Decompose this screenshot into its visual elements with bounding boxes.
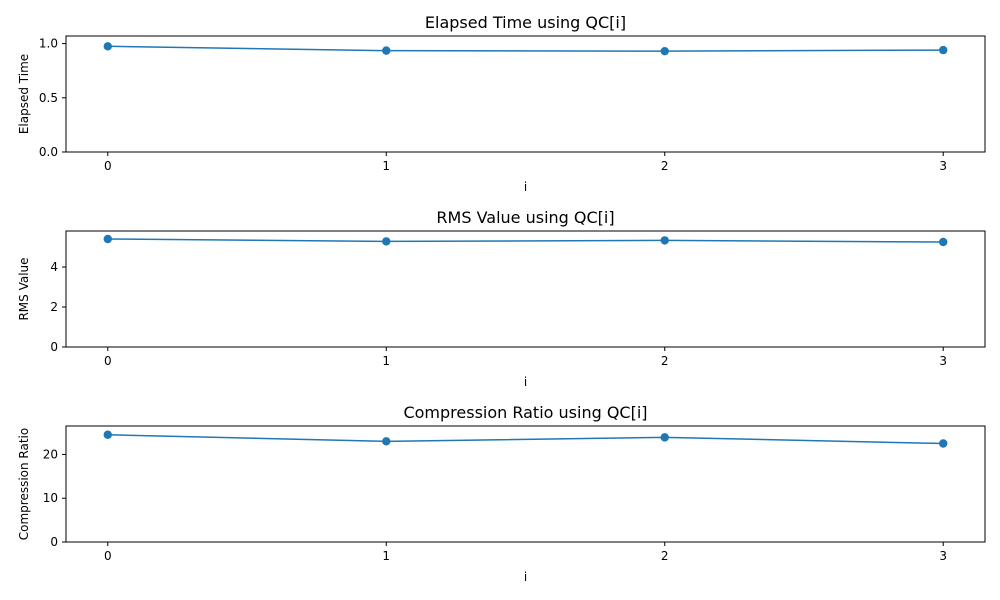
series-line (107, 238, 944, 243)
data-point (660, 236, 669, 245)
x-tick-label: 1 (382, 159, 390, 173)
y-tick-label: 20 (43, 447, 58, 461)
x-tick-label: 1 (382, 354, 390, 368)
chart-title: Compression Ratio using QC[i] (403, 403, 647, 422)
subplot-1: Elapsed Time using QC[i] 0 1 2 3 0.0 0.5 1.0 i El… (17, 13, 986, 194)
y-axis-label: Compression Ratio (17, 428, 31, 541)
data-point (939, 45, 948, 55)
x-tick-label: 0 (104, 159, 112, 173)
x-tick-label: 3 (939, 159, 947, 173)
chart-title: RMS Value using QC[i] (436, 208, 614, 227)
x-tick-label: 2 (661, 159, 669, 173)
y-tick-label: 2 (50, 300, 58, 314)
y-tick-label: 4 (50, 260, 58, 274)
x-axis-label: i (524, 570, 527, 584)
data-point (382, 46, 391, 55)
x-tick-label: 0 (104, 354, 112, 368)
plot-frame (65, 230, 986, 348)
plot-frame (65, 35, 986, 153)
y-tick-label: 0.0 (39, 145, 58, 159)
data-point (660, 46, 669, 56)
y-axis-label: RMS Value (17, 257, 31, 320)
data-point (939, 237, 948, 247)
chart-title: Elapsed Time using QC[i] (425, 13, 626, 32)
data-point (382, 437, 391, 446)
data-point (660, 433, 669, 442)
x-axis-label: i (524, 375, 527, 389)
data-point (103, 430, 112, 439)
y-axis-label: Elapsed Time (17, 54, 31, 134)
series-line (107, 45, 944, 52)
subplot-2: RMS Value using QC[i] 0 1 2 3 0 2 4 i RMS Value (17, 208, 986, 389)
y-tick-label: 1.0 (39, 37, 58, 51)
y-tick-label: 0 (50, 535, 58, 549)
subplot-3: Compression Ratio using QC[i] 0 1 2 3 0 10 20 i C… (17, 403, 986, 584)
data-point (103, 42, 112, 51)
y-tick-label: 0 (50, 340, 58, 354)
x-tick-label: 2 (661, 354, 669, 368)
y-tick-label: 10 (43, 491, 58, 505)
x-tick-label: 2 (661, 549, 669, 563)
x-tick-label: 0 (104, 549, 112, 563)
series-line (107, 434, 944, 445)
data-point (939, 439, 948, 448)
x-tick-label: 1 (382, 549, 390, 563)
x-tick-label: 3 (939, 354, 947, 368)
data-point (103, 234, 112, 244)
x-tick-label: 3 (939, 549, 947, 563)
y-tick-label: 0.5 (39, 91, 58, 105)
x-axis-label: i (524, 180, 527, 194)
plot-frame (65, 425, 986, 543)
data-point (382, 237, 391, 246)
